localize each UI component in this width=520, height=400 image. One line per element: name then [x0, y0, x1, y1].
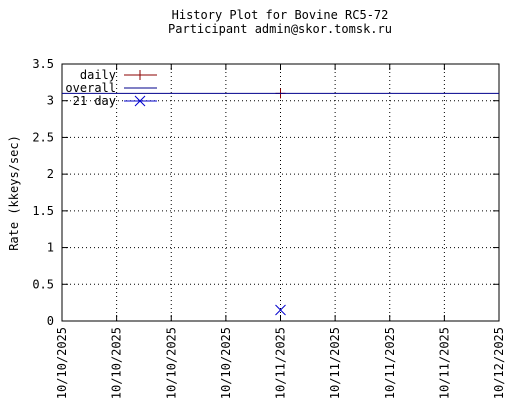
x-tick-label: 10/10/2025 — [164, 327, 178, 399]
x-tick-label: 10/12/2025 — [492, 327, 506, 399]
legend-label: overall — [65, 81, 116, 95]
y-tick-label: 1.5 — [32, 204, 54, 218]
y-tick-label: 0.5 — [32, 277, 54, 291]
y-tick-label: 3 — [47, 94, 54, 108]
y-tick-label: 0 — [47, 314, 54, 328]
legend-label: 21 day — [73, 94, 116, 108]
chart-title: History Plot for Bovine RC5-72 — [172, 8, 389, 22]
x-tick-label: 10/10/2025 — [219, 327, 233, 399]
x-tick-label: 10/10/2025 — [55, 327, 69, 399]
y-tick-label: 2.5 — [32, 130, 54, 144]
legend-marker — [134, 95, 146, 107]
y-tick-label: 1 — [47, 241, 54, 255]
y-tick-label: 2 — [47, 167, 54, 181]
legend-marker — [135, 70, 145, 80]
legend-label: daily — [80, 68, 116, 82]
y-tick-label: 3.5 — [32, 57, 54, 71]
x-tick-label: 10/11/2025 — [383, 327, 397, 399]
x-tick-label: 10/11/2025 — [437, 327, 451, 399]
x-tick-label: 10/11/2025 — [274, 327, 288, 399]
x-tick-label: 10/10/2025 — [110, 327, 124, 399]
x-tick-label: 10/11/2025 — [328, 327, 342, 399]
y-axis-label: Rate (kkeys/sec) — [7, 135, 21, 251]
chart-subtitle: Participant admin@skor.tomsk.ru — [168, 22, 392, 36]
data-point — [275, 304, 286, 316]
